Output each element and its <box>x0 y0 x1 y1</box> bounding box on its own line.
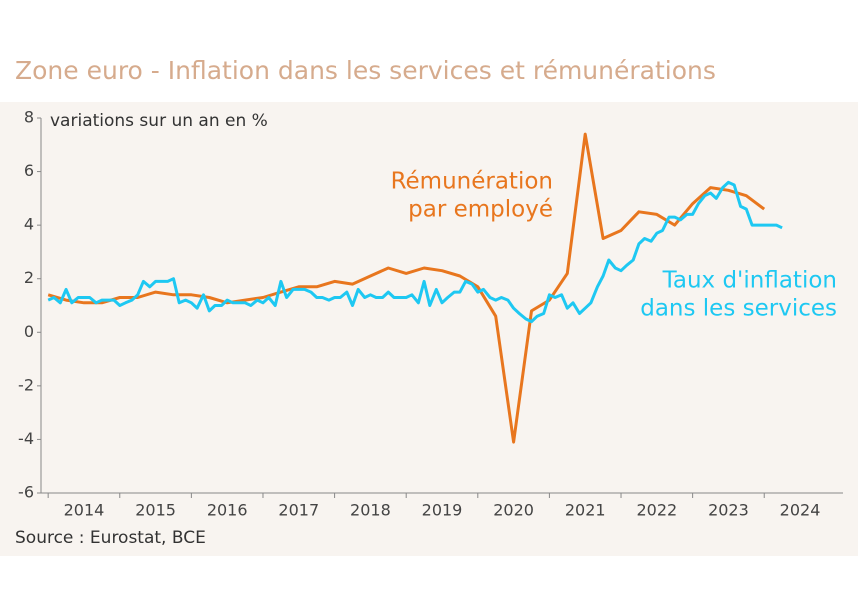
series-line <box>47 180 783 324</box>
x-tick-label: 2014 <box>64 501 105 520</box>
legend-label: dans les services <box>640 296 837 322</box>
y-tick-label: 6 <box>24 161 34 180</box>
y-tick-label: 4 <box>24 215 34 234</box>
x-tick-label: 2016 <box>207 501 248 520</box>
legend-label: par employé <box>408 197 553 223</box>
x-tick-label: 2022 <box>636 501 677 520</box>
y-tick-label: 2 <box>24 268 34 287</box>
x-tick-label: 2023 <box>708 501 749 520</box>
plot-panel <box>0 102 858 556</box>
y-tick-label: 8 <box>24 108 34 127</box>
y-axis-label: variations sur un an en % <box>50 111 268 131</box>
x-tick-label: 2017 <box>278 501 319 520</box>
chart-title: Zone euro - Inflation dans les services … <box>15 56 716 85</box>
y-tick-label: 0 <box>24 322 34 341</box>
x-tick-label: 2021 <box>565 501 606 520</box>
series-line <box>47 132 766 444</box>
x-tick-label: 2018 <box>350 501 391 520</box>
legend-label: Rémunération <box>391 169 553 195</box>
y-tick-label: -6 <box>18 483 34 502</box>
legend-label: Taux d'inflation <box>662 268 837 294</box>
source: Source : Eurostat, BCE <box>15 528 206 548</box>
y-tick-label: -4 <box>18 429 34 448</box>
x-tick-label: 2020 <box>493 501 534 520</box>
y-tick-label: -2 <box>18 375 34 394</box>
x-tick-label: 2019 <box>422 501 463 520</box>
x-tick-label: 2024 <box>780 501 821 520</box>
x-tick-label: 2015 <box>135 501 176 520</box>
